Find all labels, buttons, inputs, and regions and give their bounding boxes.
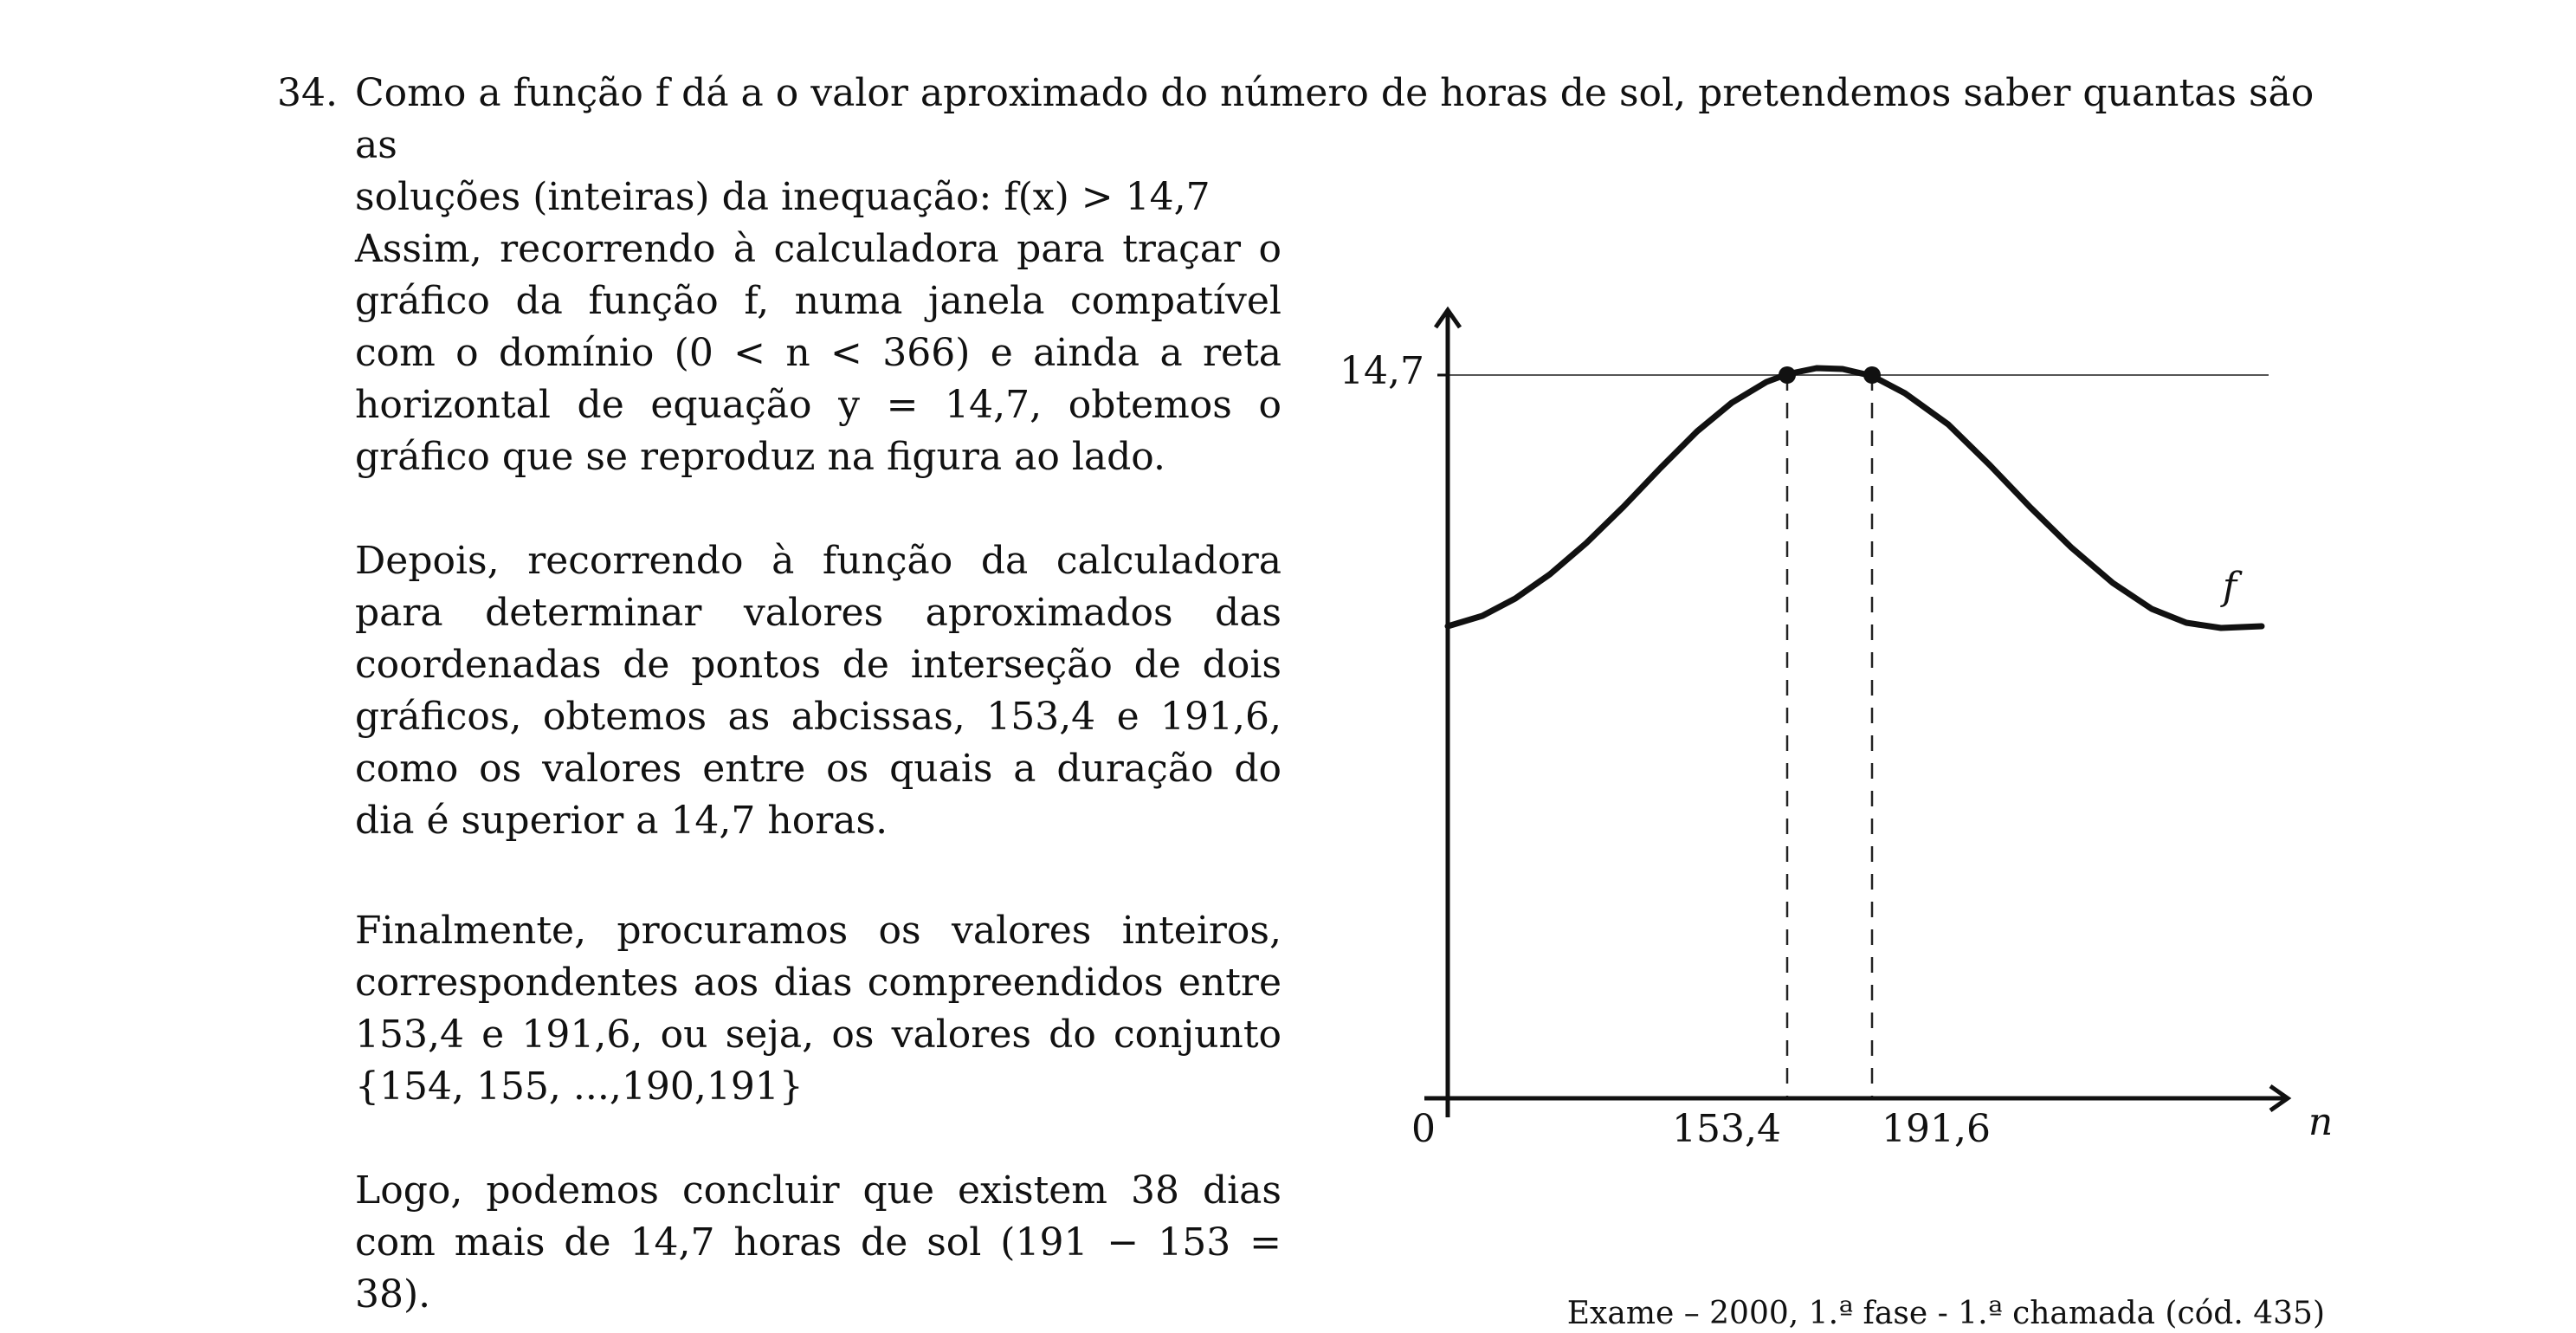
- x-tick-label-left: 153,4: [1672, 1107, 1781, 1151]
- curve-f: [1444, 365, 2265, 631]
- paragraph-intersections: Depois, recorrendo à função da calculado…: [355, 539, 1282, 843]
- intersection-point-right: [1863, 366, 1881, 384]
- paragraph-graph-setup: Assim, recorrendo à calculadora para tra…: [355, 227, 1282, 479]
- y-axis-arrowhead: [1433, 306, 1462, 329]
- item-statement: Como a função f dá a o valor aproximado …: [355, 68, 2364, 223]
- y-tick-label: 14,7: [1340, 349, 1424, 393]
- intersection-point-left: [1779, 366, 1796, 384]
- item-statement-line-1: Como a função f dá a o valor aproximado …: [355, 71, 2315, 167]
- source-citation: Exame – 2000, 1.ª fase - 1.ª chamada (có…: [1566, 1296, 2325, 1331]
- item-statement-line-2: soluções (inteiras) da inequação: f(x) >…: [355, 175, 1211, 219]
- paragraph-integer-values: Finalmente, procuramos os valores inteir…: [355, 909, 1282, 1109]
- x-axis-arrowhead: [2269, 1084, 2292, 1113]
- item-number: 34.: [277, 71, 338, 115]
- x-axis-label: n: [2308, 1100, 2333, 1144]
- origin-label: 0: [1411, 1107, 1436, 1151]
- paragraph-conclusion: Logo, podemos concluir que existem 38 di…: [355, 1168, 1282, 1317]
- curve-label: f: [2220, 565, 2243, 609]
- x-tick-label-right: 191,6: [1882, 1107, 1991, 1151]
